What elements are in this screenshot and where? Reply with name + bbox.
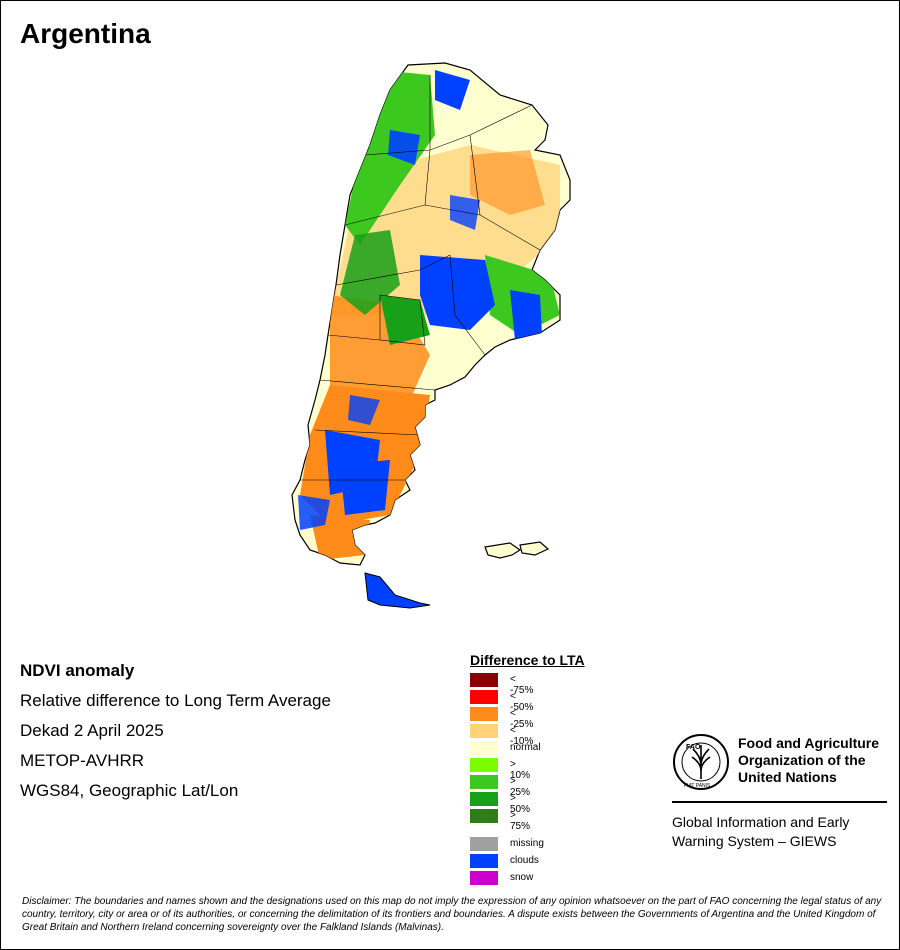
legend-swatch — [470, 724, 498, 738]
legend-label: missing — [510, 838, 544, 849]
map-title: Argentina — [20, 18, 151, 49]
legend-swatch-extra — [470, 854, 498, 868]
legend-label: > 25% — [510, 776, 531, 798]
product-description: Relative difference to Long Term Average — [20, 691, 331, 710]
fao-logo-icon: FAO FIAT PANIS — [673, 734, 729, 790]
legend-label: normal — [510, 742, 541, 753]
legend-label: < -25% — [510, 708, 534, 730]
disclaimer: Disclaimer: The boundaries and names sho… — [22, 896, 882, 933]
legend-swatch-extra — [470, 871, 498, 885]
legend-swatch — [470, 775, 498, 789]
legend-swatch — [470, 758, 498, 772]
legend-swatch — [470, 690, 498, 704]
fao-motto: FIAT PANIS — [684, 783, 711, 789]
giews-name: Global Information and Early Warning Sys… — [672, 814, 850, 849]
map-info: NDVI anomaly Relative difference to Long… — [20, 656, 331, 806]
sensor: METOP-AVHRR — [20, 751, 145, 770]
legend-swatch — [470, 673, 498, 687]
divider — [672, 801, 887, 803]
fao-name: Food and Agriculture Organization of the… — [738, 735, 880, 785]
legend-label: > 10% — [510, 759, 531, 781]
legend-label: snow — [510, 872, 534, 883]
dekad-date: Dekad 2 April 2025 — [20, 721, 164, 740]
argentina-ndvi-map — [291, 62, 571, 609]
legend-label: > 50% — [510, 793, 531, 815]
legend-swatch-extra — [470, 837, 498, 851]
legend-swatch — [470, 809, 498, 823]
product-name: NDVI anomaly — [20, 661, 135, 680]
legend-label: < -75% — [510, 674, 534, 696]
legend-title: Difference to LTA — [470, 652, 585, 668]
legend-label: clouds — [510, 855, 539, 866]
legend-label: > 75% — [510, 810, 531, 832]
legend-label: < -10% — [510, 725, 534, 747]
projection: WGS84, Geographic Lat/Lon — [20, 781, 239, 800]
legend-label: < -50% — [510, 691, 534, 713]
fao-logo-text: FAO — [686, 744, 701, 751]
legend-swatch — [470, 792, 498, 806]
legend-swatch — [470, 707, 498, 721]
legend-swatch — [470, 741, 498, 755]
